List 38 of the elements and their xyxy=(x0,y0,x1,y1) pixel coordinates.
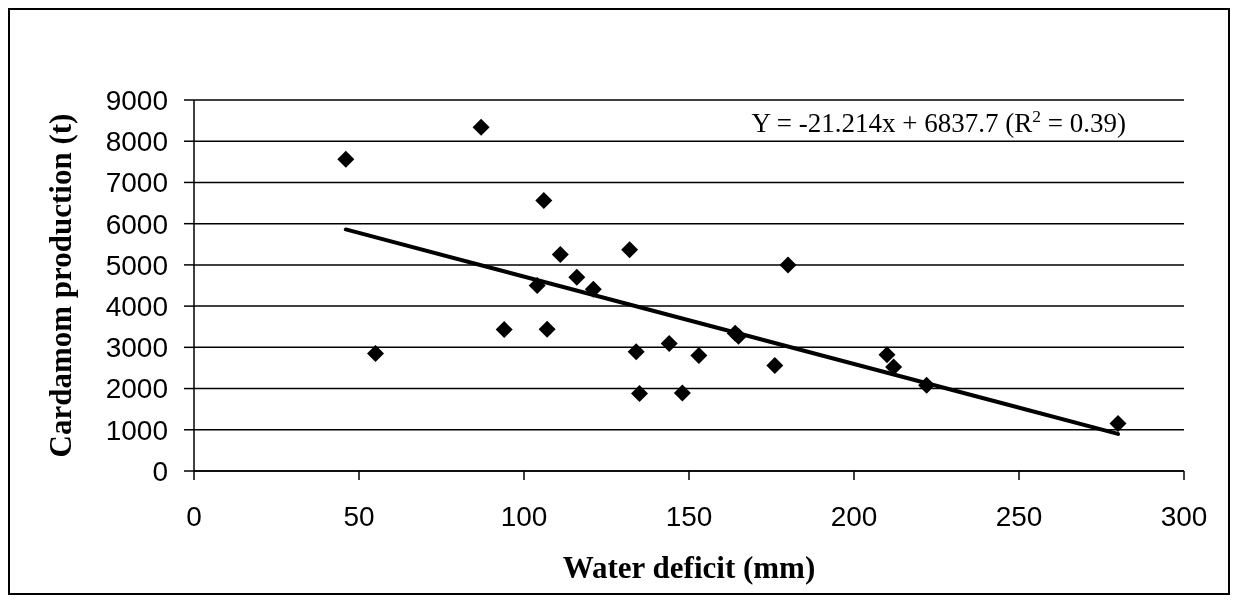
point xyxy=(779,256,797,274)
x-tick-label: 250 xyxy=(995,500,1043,532)
point xyxy=(535,192,553,210)
x-tick-label: 0 xyxy=(186,500,202,532)
y-tick-label: 6000 xyxy=(105,208,168,240)
x-axis-title: Water deficit (mm) xyxy=(562,549,816,585)
y-tick-label: 4000 xyxy=(105,291,168,323)
point xyxy=(551,246,569,264)
point xyxy=(495,321,513,339)
annotation: Y = -21.214x + 6837.7 (R$^{2}$ = 0.39) xyxy=(751,106,1126,138)
x-tick-label: 150 xyxy=(665,500,713,532)
point xyxy=(627,343,645,361)
y-tick-label: 7000 xyxy=(105,167,168,199)
y-axis-title: Cardamom production (t) xyxy=(42,113,78,458)
x-tick-label: 300 xyxy=(1160,500,1208,532)
x-tick-label: 100 xyxy=(500,500,548,532)
y-tick-label: 3000 xyxy=(105,332,168,364)
y-tick-label: 5000 xyxy=(105,249,168,281)
y-tick-label: 0 xyxy=(152,455,168,487)
y-tick-label: 8000 xyxy=(105,126,168,158)
point xyxy=(766,356,784,374)
y-tick-label: 9000 xyxy=(105,84,168,116)
point xyxy=(690,347,708,365)
x-tick-label: 200 xyxy=(830,500,878,532)
point xyxy=(673,384,691,402)
point xyxy=(621,241,639,259)
point xyxy=(568,268,586,286)
y-tick-label: 2000 xyxy=(105,373,168,405)
point xyxy=(337,150,355,168)
point xyxy=(1109,415,1127,433)
point xyxy=(660,335,678,353)
point xyxy=(538,320,556,338)
y-tick-label: 1000 xyxy=(105,414,168,446)
point xyxy=(367,345,384,363)
point xyxy=(631,385,648,402)
point xyxy=(878,346,896,364)
x-tick-label: 50 xyxy=(343,500,375,532)
point xyxy=(472,118,490,136)
